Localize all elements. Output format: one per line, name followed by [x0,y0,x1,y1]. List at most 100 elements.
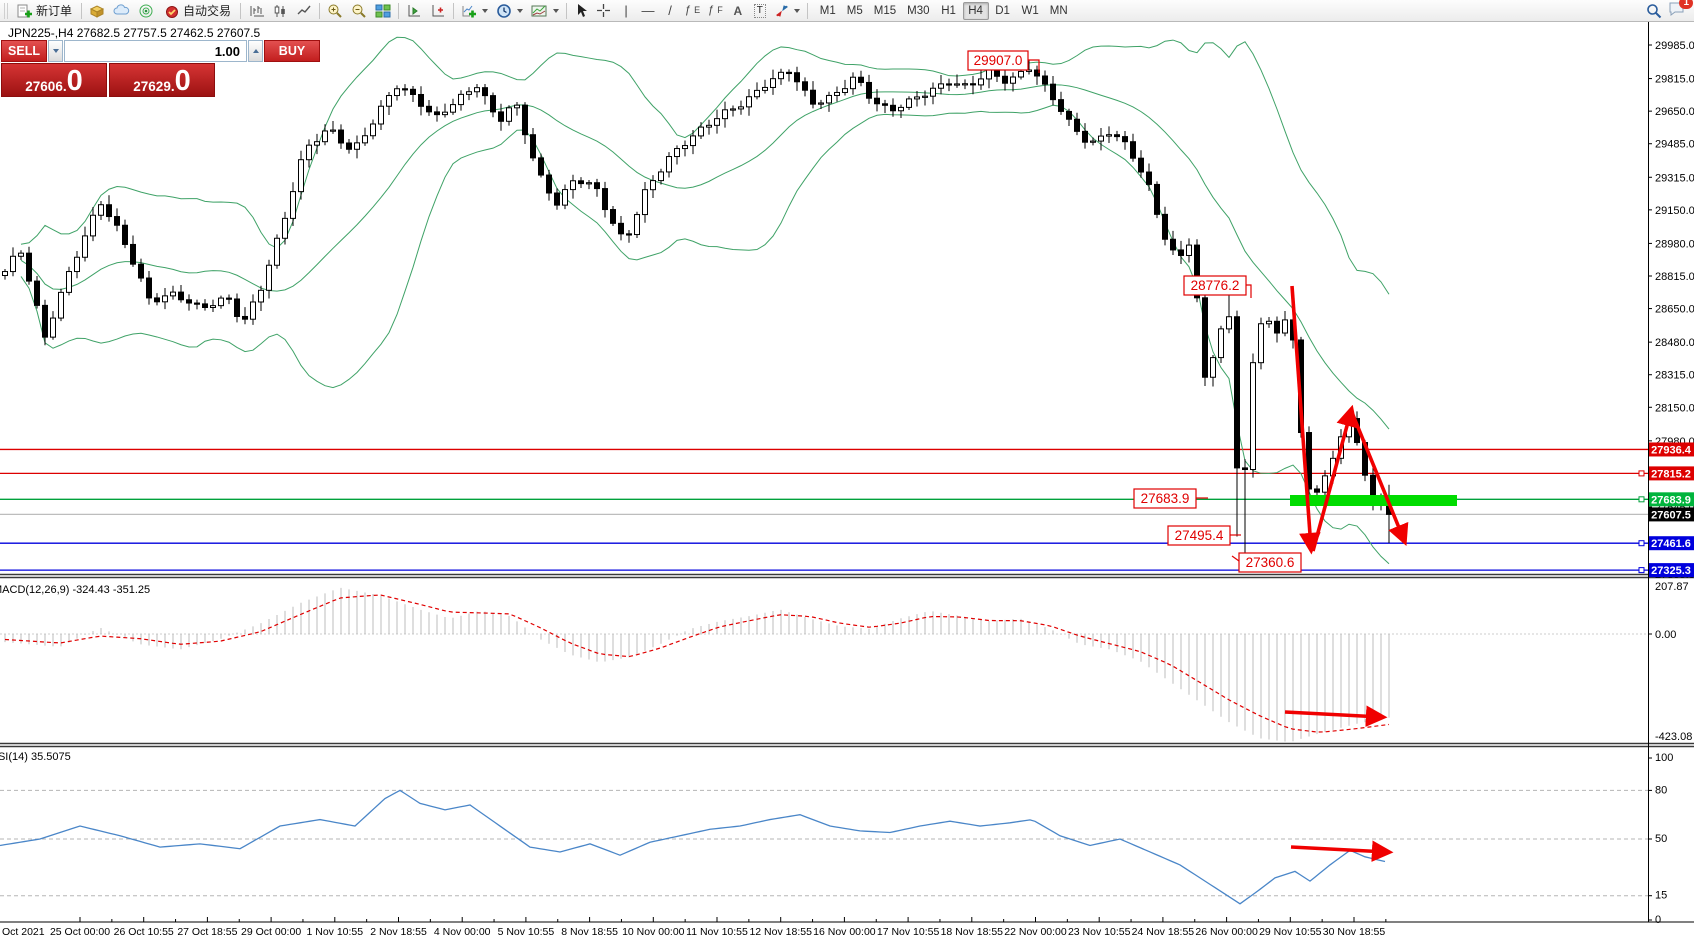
dropdown-caret-icon [517,8,524,13]
candle-chart-mode-button[interactable] [268,1,292,21]
svg-text:50: 50 [1655,833,1667,845]
fibo-icon: ƒ [708,4,715,16]
svg-text:29815.0: 29815.0 [1655,74,1694,86]
svg-text:29315.0: 29315.0 [1655,172,1694,184]
svg-text:26 Oct 10:55: 26 Oct 10:55 [114,926,174,938]
text-tool-button[interactable]: A [727,1,749,21]
text-label-tool-button[interactable]: T [749,1,771,21]
sell-button[interactable]: SELL [1,40,47,62]
toolbar-right-group: 1 [1646,0,1693,20]
timeframe-button-mn[interactable]: MN [1049,4,1068,17]
sell-price-pips: 0 [66,65,83,97]
price-callouts[interactable]: 29907.0 28776.2 27683.9 27495.4 27360.6 [967,50,1302,573]
tile-windows-button[interactable] [371,1,395,21]
one-click-trading-panel: SELL BUY 27606.0 27629.0 [1,40,320,97]
svg-text:29907.0: 29907.0 [974,53,1023,68]
template-icon [531,5,547,16]
bar-chart-mode-button[interactable] [244,1,268,21]
zoom-out-icon [352,4,366,18]
notifications-chat-button[interactable]: 1 [1668,0,1693,20]
svg-text:29 Nov 10:55: 29 Nov 10:55 [1259,926,1322,938]
line-chart-mode-button[interactable] [292,1,316,21]
bollinger-bands [20,36,1390,565]
timeframe-button-m15[interactable]: M15 [873,4,897,17]
support-zone-bar[interactable] [1290,495,1457,506]
svg-text:23 Nov 10:55: 23 Nov 10:55 [1068,926,1131,938]
arrows-tool-button[interactable] [771,1,804,21]
vertical-line-tool-button[interactable]: | [615,1,637,21]
volume-input[interactable] [64,40,247,62]
svg-text:27815.2: 27815.2 [1651,468,1691,480]
timeframe-button-m30[interactable]: M30 [907,4,930,17]
timeframe-button-m5[interactable]: M5 [846,4,863,17]
trendline-tool-button[interactable]: / [659,1,681,21]
auto-trading-button[interactable]: 自动交易 [158,1,237,21]
price-level-lines[interactable] [0,448,1648,571]
volume-decrease-button[interactable] [48,40,63,62]
svg-text:Oct 2021: Oct 2021 [2,926,45,938]
zoom-in-button[interactable] [323,1,347,21]
timeframe-button-h4[interactable]: H4 [962,1,989,20]
cursor-tool-button[interactable] [570,1,592,21]
charts-cloud-button[interactable] [109,1,134,21]
svg-text:29985.0: 29985.0 [1655,40,1694,52]
volume-increase-button[interactable] [248,40,263,62]
auto-scroll-button[interactable] [402,1,426,21]
svg-text:28480.0: 28480.0 [1655,337,1694,349]
sell-price-box[interactable]: 27606. 0 [1,63,107,97]
chart-shift-button[interactable] [426,1,450,21]
search-icon[interactable] [1646,3,1662,19]
fibo-e-subscript: E [694,5,701,15]
svg-text:4 Nov 00:00: 4 Nov 00:00 [434,926,491,938]
chart-shift-icon [432,4,445,16]
cloud-icon [113,3,130,14]
trend-arrows[interactable] [1284,285,1409,862]
timeframe-button-w1[interactable]: W1 [1021,4,1039,17]
svg-text:2 Nov 18:55: 2 Nov 18:55 [370,926,427,938]
timeframe-button-d1[interactable]: D1 [995,4,1010,17]
toolbar-grip [4,2,9,19]
triangle-down-icon [52,49,59,53]
clock-icon [497,3,511,18]
new-order-button[interactable]: 新订单 [11,1,78,21]
svg-text:28650.0: 28650.0 [1655,304,1694,316]
sell-price-main: 27606. [25,79,67,94]
horizontal-line-tool-button[interactable]: — [637,1,659,21]
svg-text:29650.0: 29650.0 [1655,106,1694,118]
main-toolbar: 新订单 自动交易 [0,0,1694,22]
svg-text:27607.5: 27607.5 [1651,509,1691,521]
toolbar-separator [81,2,83,19]
buy-price-box[interactable]: 27629. 0 [109,63,215,97]
timeframe-button-h1[interactable]: H1 [941,4,956,17]
svg-text:8 Nov 18:55: 8 Nov 18:55 [561,926,618,938]
svg-text:5 Nov 10:55: 5 Nov 10:55 [498,926,555,938]
svg-text:22 Nov 00:00: 22 Nov 00:00 [1004,926,1067,938]
rsi-plot [0,789,1386,905]
svg-text:16 Nov 00:00: 16 Nov 00:00 [813,926,876,938]
toolbar-separator [566,2,568,19]
crosshair-icon [597,4,611,17]
svg-text:28815.0: 28815.0 [1655,271,1694,283]
templates-button[interactable] [527,1,563,21]
add-indicator-button[interactable] [457,1,492,21]
timeframe-button-m1[interactable]: M1 [819,4,836,17]
profiles-button[interactable] [85,1,109,21]
signals-button[interactable] [134,1,158,21]
price-badges: 27936.4 27815.2 27683.9 27607.5 27461.6 27325… [1638,442,1694,578]
svg-text:17 Nov 10:55: 17 Nov 10:55 [877,926,940,938]
macd-indicator-label: MACD(12,26,9) -324.43 -351.25 [0,584,151,596]
svg-text:27683.9: 27683.9 [1141,491,1190,506]
zoom-out-button[interactable] [347,1,371,21]
zoom-in-icon [328,4,342,18]
vertical-line-icon: | [624,3,628,18]
buy-button[interactable]: BUY [264,40,320,62]
toolbar-separator [240,2,242,19]
bar-chart-icon [250,5,265,16]
buy-price-main: 27629. [133,79,175,94]
trendline-icon: / [668,3,672,18]
timeframe-clock-button[interactable] [492,1,527,21]
crosshair-tool-button[interactable] [592,1,615,21]
